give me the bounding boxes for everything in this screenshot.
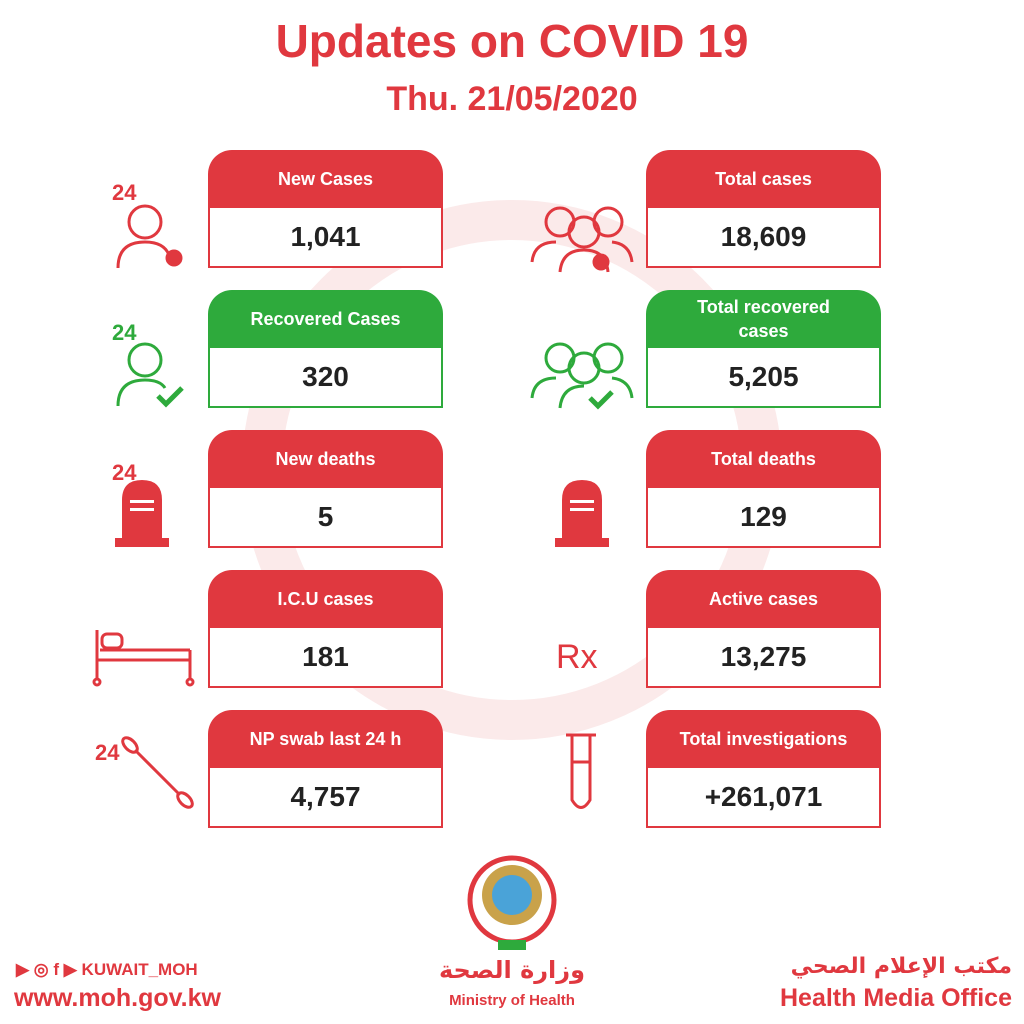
stat-card: Recovered Cases 320 [208, 290, 443, 408]
ministry-arabic: وزارة الصحة [438, 956, 586, 984]
icon-swab [121, 736, 194, 809]
stat-card: Total investigations +261,071 [646, 710, 881, 828]
icon-grave [555, 480, 609, 547]
card-label: Total recovered cases [646, 290, 881, 348]
office-english: Health Media Office [780, 984, 1012, 1012]
stat-card: Total cases 18,609 [646, 150, 881, 268]
card-value: 18,609 [646, 208, 881, 268]
stat-card: I.C.U cases 181 [208, 570, 443, 688]
icon-label: 24 [112, 320, 137, 345]
social-icons: ▶ ◎ f ▶ KUWAIT_MOH [16, 960, 198, 979]
icon-recovered [116, 342, 184, 408]
icon-label: Rx [556, 638, 598, 676]
stat-card: Total deaths 129 [646, 430, 881, 548]
card-value: 1,041 [208, 208, 443, 268]
icon-new-cases [116, 204, 183, 269]
icon-grave [115, 480, 169, 547]
title: Updates on COVID 19 [275, 15, 749, 67]
card-value: 129 [646, 488, 881, 548]
website[interactable]: www.moh.gov.kw [14, 984, 221, 1012]
card-label: Active cases [646, 570, 881, 628]
stat-card: NP swab last 24 h 4,757 [208, 710, 443, 828]
office-arabic: مكتب الإعلام الصحي [790, 954, 1012, 979]
icon-total-recovered [530, 342, 634, 410]
stat-card: Total recovered cases 5,205 [646, 290, 881, 408]
icon-label: 24 [112, 180, 137, 205]
card-label: Total investigations [646, 710, 881, 768]
card-value: 320 [208, 348, 443, 408]
social-handle: KUWAIT_MOH [81, 960, 198, 979]
icon-label: 24 [112, 460, 137, 485]
stat-card: New Cases 1,041 [208, 150, 443, 268]
stat-card: New deaths 5 [208, 430, 443, 548]
stat-card: Active cases 13,275 [646, 570, 881, 688]
card-label: Total cases [646, 150, 881, 208]
icon-total-cases [530, 206, 634, 273]
card-value: 181 [208, 628, 443, 688]
icon-tube [566, 733, 596, 809]
card-value: +261,071 [646, 768, 881, 828]
card-value: 4,757 [208, 768, 443, 828]
card-label: I.C.U cases [208, 570, 443, 628]
ministry-english: Ministry of Health [449, 992, 575, 1009]
icon-bed [92, 630, 195, 687]
card-label: Total deaths [646, 430, 881, 488]
emblem [467, 855, 557, 950]
card-label: NP swab last 24 h [208, 710, 443, 768]
icon-label: 24 [95, 740, 120, 765]
card-value: 13,275 [646, 628, 881, 688]
date: Thu. 21/05/2020 [386, 80, 638, 118]
card-value: 5,205 [646, 348, 881, 408]
card-label: New deaths [208, 430, 443, 488]
card-label: New Cases [208, 150, 443, 208]
card-value: 5 [208, 488, 443, 548]
card-label: Recovered Cases [208, 290, 443, 348]
